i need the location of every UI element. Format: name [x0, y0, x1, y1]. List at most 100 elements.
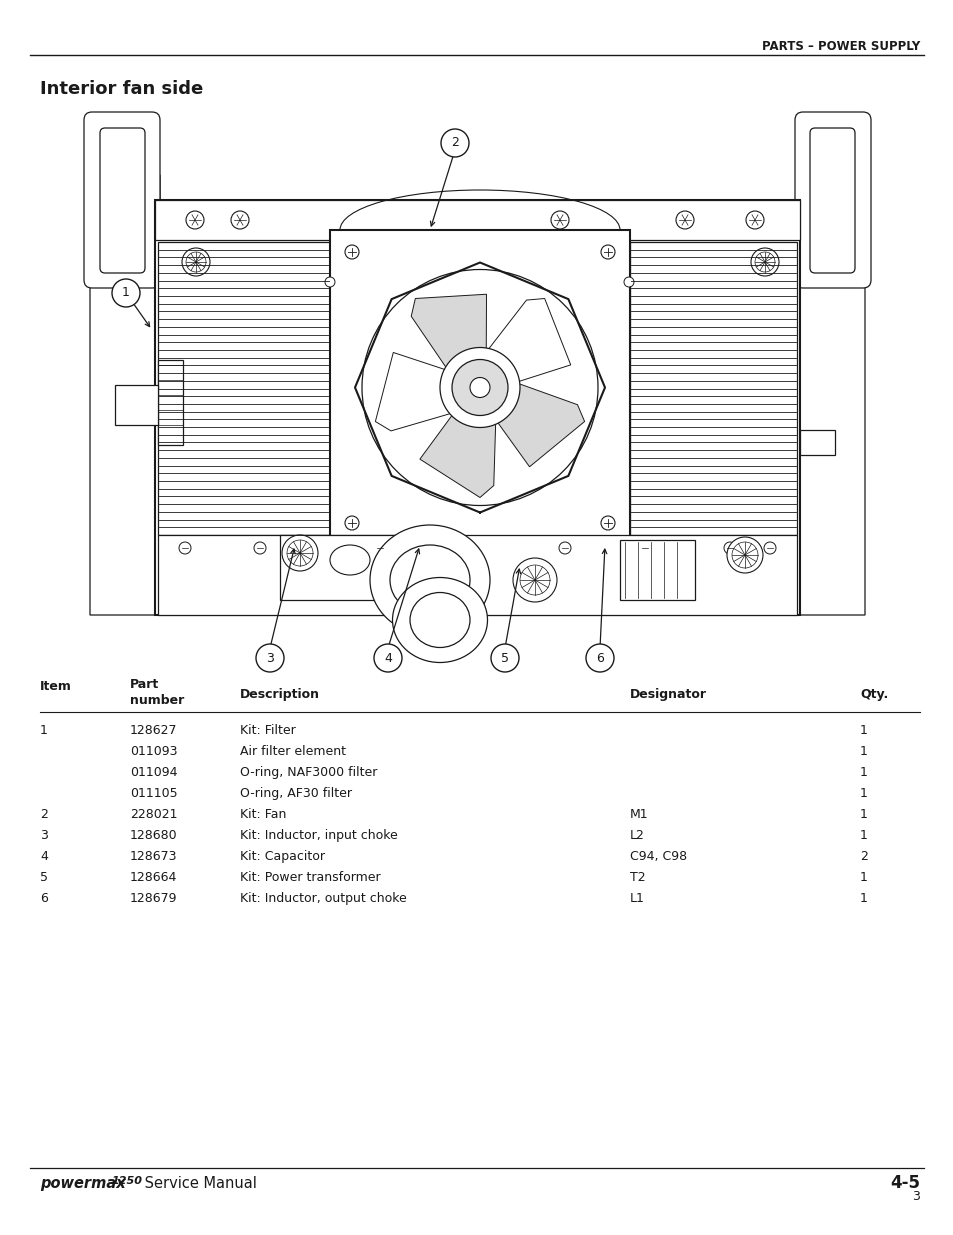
Text: 1: 1 [859, 871, 867, 884]
Text: 2: 2 [451, 137, 458, 149]
Text: Part: Part [130, 678, 159, 692]
Text: 128673: 128673 [130, 850, 177, 863]
Circle shape [726, 537, 762, 573]
Ellipse shape [390, 545, 470, 615]
Text: Kit: Inductor, input choke: Kit: Inductor, input choke [240, 829, 397, 842]
Bar [154, 200, 800, 240]
Text: 011094: 011094 [130, 766, 177, 779]
Circle shape [585, 643, 614, 672]
Text: Qty.: Qty. [859, 688, 887, 701]
Circle shape [112, 279, 140, 308]
Text: Service Manual: Service Manual [140, 1176, 256, 1191]
Text: 1: 1 [40, 724, 48, 737]
Circle shape [452, 359, 507, 415]
Circle shape [253, 542, 266, 555]
Ellipse shape [330, 545, 370, 576]
Bar [158, 535, 796, 615]
Circle shape [750, 248, 779, 275]
Circle shape [374, 643, 401, 672]
Text: number: number [130, 694, 184, 706]
Text: O-ring, NAF3000 filter: O-ring, NAF3000 filter [240, 766, 377, 779]
Circle shape [558, 542, 571, 555]
Text: powermax: powermax [40, 1176, 126, 1191]
Text: L2: L2 [629, 829, 644, 842]
FancyBboxPatch shape [100, 128, 145, 273]
Circle shape [231, 211, 249, 228]
Text: 1: 1 [859, 745, 867, 758]
Circle shape [374, 542, 386, 555]
Bar [154, 200, 800, 615]
Text: 1: 1 [859, 787, 867, 800]
Text: Kit: Filter: Kit: Filter [240, 724, 295, 737]
Text: L1: L1 [629, 892, 644, 905]
Circle shape [186, 252, 206, 272]
Text: Interior fan side: Interior fan side [40, 80, 203, 98]
Ellipse shape [392, 578, 487, 662]
Circle shape [731, 542, 758, 568]
Polygon shape [419, 416, 496, 498]
Text: Kit: Inductor, output choke: Kit: Inductor, output choke [240, 892, 406, 905]
Text: 2: 2 [859, 850, 867, 863]
Bar [115, 385, 158, 425]
Text: Item: Item [40, 680, 71, 693]
Circle shape [255, 643, 284, 672]
Circle shape [179, 542, 191, 555]
Bar [158, 242, 330, 535]
Circle shape [600, 516, 615, 530]
Circle shape [513, 558, 557, 601]
FancyBboxPatch shape [84, 112, 160, 288]
Polygon shape [489, 299, 570, 382]
Text: 6: 6 [596, 652, 603, 664]
Text: 1: 1 [859, 808, 867, 821]
Circle shape [676, 211, 693, 228]
Text: 5: 5 [40, 871, 48, 884]
Text: O-ring, AF30 filter: O-ring, AF30 filter [240, 787, 352, 800]
Text: 228021: 228021 [130, 808, 177, 821]
Text: 128679: 128679 [130, 892, 177, 905]
Text: 128627: 128627 [130, 724, 177, 737]
Text: C94, C98: C94, C98 [629, 850, 686, 863]
Text: 128680: 128680 [130, 829, 177, 842]
Text: 1: 1 [859, 724, 867, 737]
Circle shape [440, 128, 469, 157]
Circle shape [361, 269, 598, 505]
Circle shape [325, 277, 335, 287]
Circle shape [282, 535, 317, 571]
Bar [280, 535, 399, 600]
Bar [330, 230, 629, 545]
Text: 1: 1 [859, 829, 867, 842]
Bar [619, 540, 695, 600]
Text: 011093: 011093 [130, 745, 177, 758]
Text: 3: 3 [40, 829, 48, 842]
Text: 2: 2 [40, 808, 48, 821]
Bar [629, 242, 796, 535]
Text: Designator: Designator [629, 688, 706, 701]
FancyBboxPatch shape [794, 112, 870, 288]
Circle shape [723, 542, 735, 555]
Bar [800, 430, 834, 454]
Polygon shape [497, 384, 584, 467]
Text: 128664: 128664 [130, 871, 177, 884]
Text: 1: 1 [859, 766, 867, 779]
Text: 3: 3 [911, 1191, 919, 1203]
Text: 4: 4 [384, 652, 392, 664]
Circle shape [345, 245, 358, 259]
Text: M1: M1 [629, 808, 648, 821]
Text: 4: 4 [40, 850, 48, 863]
Text: Air filter element: Air filter element [240, 745, 346, 758]
Circle shape [519, 564, 550, 595]
Text: Kit: Power transformer: Kit: Power transformer [240, 871, 380, 884]
Bar [158, 359, 183, 445]
Ellipse shape [370, 525, 490, 635]
Text: 1: 1 [859, 892, 867, 905]
Text: 4-5: 4-5 [889, 1174, 919, 1192]
Circle shape [470, 378, 490, 398]
Circle shape [439, 347, 519, 427]
Circle shape [182, 248, 210, 275]
Circle shape [186, 211, 204, 228]
Polygon shape [375, 352, 450, 431]
Circle shape [763, 542, 775, 555]
Text: Kit: Fan: Kit: Fan [240, 808, 286, 821]
Text: 1: 1 [122, 287, 130, 300]
Text: 011105: 011105 [130, 787, 177, 800]
